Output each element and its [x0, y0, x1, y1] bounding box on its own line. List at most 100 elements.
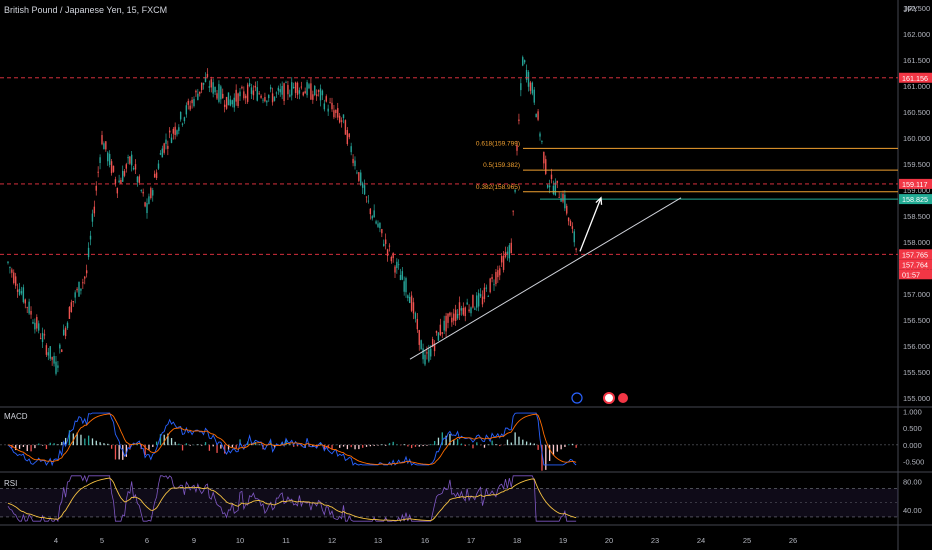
event-marker-icon[interactable]: [618, 393, 628, 403]
candle-body: [335, 109, 337, 113]
macd-histogram-bar: [220, 444, 222, 449]
candle-body: [264, 97, 266, 102]
trend-line[interactable]: [409, 197, 682, 360]
candle-body: [356, 172, 358, 174]
price-tick-label: 162.500: [903, 4, 930, 13]
macd-histogram-bar: [87, 435, 90, 446]
macd-histogram-bar: [107, 443, 109, 446]
candle-body: [72, 300, 74, 303]
candle-body: [275, 92, 278, 94]
price-tick-label: 159.000: [903, 186, 930, 195]
candle-body: [453, 313, 455, 321]
macd-histogram-bar: [289, 444, 291, 446]
candle-body: [204, 77, 207, 82]
candle-body: [26, 307, 28, 309]
price-tick-label: 160.500: [903, 108, 930, 117]
macd-histogram-bar: [354, 444, 356, 450]
candle-body: [365, 196, 368, 198]
event-marker-icon[interactable]: [603, 392, 615, 404]
candle-body: [420, 340, 422, 350]
macd-histogram-bar: [110, 444, 113, 449]
event-marker-icon[interactable]: [571, 392, 583, 404]
candle-body: [329, 102, 331, 103]
candle-body: [108, 153, 111, 165]
candle-body: [388, 245, 391, 247]
time-tick-label: 20: [605, 536, 613, 545]
symbol-title[interactable]: British Pound / Japanese Yen, 15, FXCM: [4, 5, 168, 15]
candle-body: [548, 185, 551, 188]
candle-body: [91, 213, 94, 222]
macd-histogram-bar: [410, 444, 413, 449]
candle-body: [381, 229, 383, 234]
candle-body: [110, 161, 113, 174]
candle-body: [481, 296, 484, 305]
candle-body: [500, 256, 503, 263]
macd-tick-label: 0.500: [903, 424, 922, 433]
candle-body: [525, 70, 528, 80]
candle-body: [279, 89, 281, 93]
candle-body: [74, 292, 76, 298]
candle-body: [178, 127, 180, 131]
candle-body: [361, 183, 364, 188]
candle-body: [152, 190, 154, 196]
candle-body: [165, 139, 167, 144]
candle-body: [506, 251, 509, 255]
macd-histogram-bar: [155, 441, 158, 446]
price-tick-label: 158.000: [903, 238, 930, 247]
candle-body: [218, 84, 220, 102]
candle-body: [394, 266, 396, 273]
candle-body: [241, 86, 243, 89]
candle-body: [300, 86, 303, 88]
candle-body: [130, 154, 133, 166]
macd-histogram-bar: [373, 444, 375, 446]
candle-body: [281, 86, 283, 95]
macd-histogram-bar: [575, 444, 577, 448]
candle-body: [225, 96, 228, 109]
candle-body: [197, 93, 199, 101]
candle-body: [239, 91, 241, 97]
candle-body: [354, 160, 356, 167]
candle-body: [485, 287, 488, 289]
candle-body: [256, 87, 258, 101]
rsi-label[interactable]: RSI: [4, 479, 18, 488]
candle-body: [418, 330, 420, 345]
candle-body: [325, 96, 327, 102]
candle-body: [38, 323, 40, 331]
candle-body: [208, 86, 211, 88]
candle-body: [105, 141, 107, 150]
candle-body: [466, 302, 468, 305]
macd-histogram-bar: [541, 444, 543, 471]
macd-histogram-bar: [545, 444, 547, 470]
candle-body: [122, 170, 124, 182]
candle-body: [331, 102, 333, 110]
macd-histogram-bar: [312, 444, 314, 447]
candle-body: [13, 272, 15, 284]
candle-body: [489, 278, 491, 293]
candle-body: [487, 295, 489, 297]
macd-histogram-bar: [491, 440, 493, 446]
macd-histogram-bar: [38, 443, 40, 446]
candle-body: [55, 361, 57, 374]
candle-body: [51, 357, 53, 360]
projection-arrow[interactable]: [579, 197, 602, 252]
macd-histogram-bar: [525, 441, 528, 446]
candle-body: [269, 87, 272, 90]
macd-histogram-bar: [99, 442, 101, 446]
candle-body: [289, 94, 291, 97]
candle-body: [454, 309, 457, 322]
candle-body: [142, 191, 144, 194]
macd-label[interactable]: MACD: [4, 412, 28, 421]
candle-body: [546, 185, 549, 188]
price-tick-label: 155.500: [903, 368, 930, 377]
candle-body: [134, 164, 137, 170]
candle-body: [231, 100, 234, 105]
candle-body: [412, 302, 415, 314]
candle-body: [202, 82, 205, 85]
candle-body: [543, 151, 545, 164]
macd-histogram-bar: [510, 442, 512, 446]
macd-histogram-bar: [152, 444, 154, 447]
candle-body: [229, 99, 232, 106]
macd-tick-label: -0.500: [903, 458, 924, 467]
candle-body: [333, 110, 335, 118]
